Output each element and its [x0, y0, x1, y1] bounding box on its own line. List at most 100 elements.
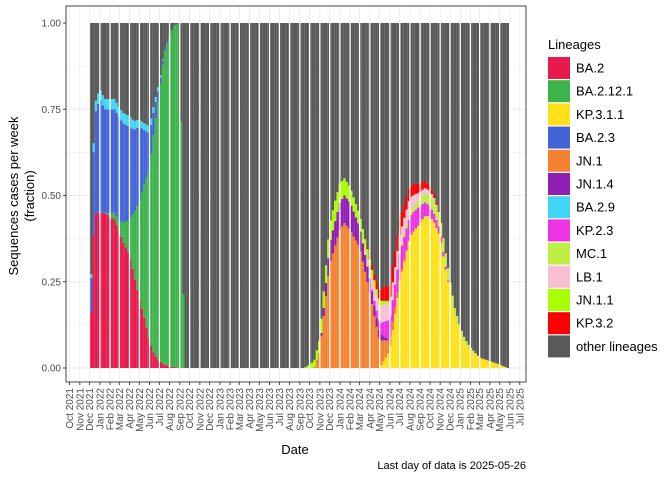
bar-segment-other-lineages — [299, 23, 302, 368]
bar-segment-kp-3-1-1 — [497, 364, 500, 368]
bar-segment-other-lineages — [207, 23, 210, 368]
bar-segment-ba-2-12-1 — [115, 216, 118, 225]
week-column-2024-06-10 — [391, 23, 394, 368]
x-tick-label: Nov 2022 — [195, 388, 206, 431]
bar-segment-ba-2-9 — [133, 120, 137, 130]
bar-segment-mc-1 — [444, 253, 447, 267]
bar-segment-ba-2-3 — [115, 112, 118, 217]
week-column-2023-08-07 — [290, 23, 293, 368]
week-column-2025-02-24 — [476, 23, 480, 368]
bar-segment-kp-3-1-1 — [469, 351, 473, 368]
bar-segment-other-lineages — [126, 23, 130, 116]
week-column-2023-05-08 — [260, 23, 263, 368]
bar-segment-ba-2-9 — [122, 112, 125, 124]
bar-segment-other-lineages — [244, 23, 247, 368]
bar-segment-jn-1-4 — [377, 330, 381, 338]
bar-segment-jn-1-4 — [364, 254, 367, 272]
bar-segment-other-lineages — [467, 23, 470, 345]
bar-segment-kp-3-1-1 — [460, 337, 464, 368]
bar-segment-ba-2-3 — [143, 130, 146, 185]
bar-segment-other-lineages — [260, 23, 263, 368]
bar-segment-ba-2-9 — [115, 102, 118, 113]
bar-segment-kp-3-1-1 — [407, 241, 411, 368]
bar-segment-other-lineages — [430, 23, 434, 190]
bar-segment-jn-1-4 — [320, 332, 323, 337]
bar-segment-other-lineages — [163, 23, 167, 48]
week-column-2022-02-21 — [115, 23, 118, 368]
week-column-2022-04-18 — [133, 23, 137, 368]
bar-segment-jn-1 — [357, 244, 360, 368]
week-column-2023-08-28 — [297, 23, 300, 368]
legend-label: JN.1.4 — [576, 177, 614, 192]
legend: Lineages BA.2 BA.2.12.1 KP.3.1.1 BA.2.3 JN.1… — [548, 37, 658, 358]
bar-segment-kp-2-3 — [423, 202, 427, 217]
week-column-2025-03-03 — [479, 23, 482, 368]
bar-segment-kp-3-1-1 — [502, 366, 505, 368]
y-axis-title-line-1: Sequences cases per week — [6, 116, 21, 275]
bar-segment-other-lineages — [324, 23, 328, 266]
bar-segment-kp-3-2 — [380, 289, 383, 301]
bar-segment-jn-1 — [347, 228, 351, 368]
bar-segment-ba-2-9 — [140, 121, 144, 129]
bar-segment-ba-2-12-1 — [175, 24, 178, 368]
week-column-2023-06-05 — [269, 23, 272, 368]
bar-segment-kp-3-2 — [410, 185, 413, 197]
bar-segment-other-lineages — [393, 23, 397, 251]
week-column-2022-08-08 — [170, 23, 174, 368]
week-column-2024-04-15 — [373, 23, 376, 368]
bar-segment-other-lineages — [391, 23, 394, 266]
bar-segment-other-lineages — [292, 23, 296, 368]
week-column-2023-09-25 — [306, 23, 309, 368]
bar-segment-kp-2-3 — [380, 322, 383, 335]
bar-segment-ba-2-12-1 — [166, 42, 169, 366]
x-tick-label: Jun 2023 — [265, 388, 276, 430]
bar-segment-lb-1 — [421, 189, 424, 196]
bar-segment-jn-1 — [320, 336, 323, 369]
bar-segment-ba-2 — [173, 367, 176, 368]
bar-segment-jn-1-4 — [380, 334, 383, 341]
bar-segment-ba-2-12-1 — [122, 222, 125, 243]
bar-segment-ba-2-9 — [110, 99, 114, 110]
x-axis-title: Date — [281, 442, 308, 457]
bar-segment-other-lineages — [193, 23, 197, 368]
bar-segment-kp-3-1-1 — [400, 271, 404, 368]
bar-segment-lb-1 — [435, 204, 438, 207]
x-tick-label: Feb 2023 — [226, 388, 237, 431]
bar-segment-jn-1 — [352, 236, 355, 368]
bar-segment-ba-2 — [170, 366, 174, 368]
bar-segment-ba-2 — [154, 356, 157, 368]
bar-segment-kp-2-3 — [442, 252, 445, 257]
bar-segment-ba-2-12-1 — [159, 83, 162, 362]
bar-segment-other-lineages — [336, 23, 339, 193]
legend-label: BA.2 — [576, 61, 604, 76]
bar-segment-jn-1-1 — [366, 249, 369, 259]
bar-segment-other-lineages — [476, 23, 480, 356]
bar-segment-jn-1 — [382, 340, 385, 362]
bar-segment-mc-1 — [458, 324, 461, 332]
bar-segment-ba-2-9 — [145, 124, 148, 132]
bar-segment-other-lineages — [474, 23, 477, 354]
bar-segment-ba-2 — [97, 212, 100, 368]
bar-segment-other-lineages — [246, 23, 249, 368]
bar-segment-ba-2-9 — [129, 117, 132, 128]
week-column-2023-11-27 — [327, 23, 330, 368]
week-column-2025-01-20 — [465, 23, 468, 368]
bar-segment-other-lineages — [115, 23, 118, 103]
bar-segment-jn-1-4 — [334, 221, 337, 246]
x-tick-label: Dec 2023 — [325, 388, 336, 431]
week-column-2023-04-17 — [253, 23, 256, 368]
week-column-2023-07-24 — [285, 23, 289, 368]
bar-segment-jn-1-4 — [370, 291, 374, 305]
bar-segment-other-lineages — [357, 23, 360, 211]
week-column-2022-06-06 — [150, 23, 153, 368]
bar-segment-other-lineages — [253, 23, 256, 368]
x-tick-label: May 2024 — [375, 388, 386, 432]
week-column-2024-06-17 — [393, 23, 397, 368]
week-column-2023-12-11 — [331, 23, 335, 368]
bar-segment-kp-2-3 — [414, 209, 417, 229]
week-column-2023-06-12 — [272, 23, 275, 368]
bar-segment-kp-3-2 — [393, 250, 397, 268]
x-tick-label: Apr 2022 — [125, 388, 136, 429]
week-column-2024-07-08 — [400, 23, 404, 368]
bar-segment-kp-3-1-1 — [458, 331, 461, 368]
